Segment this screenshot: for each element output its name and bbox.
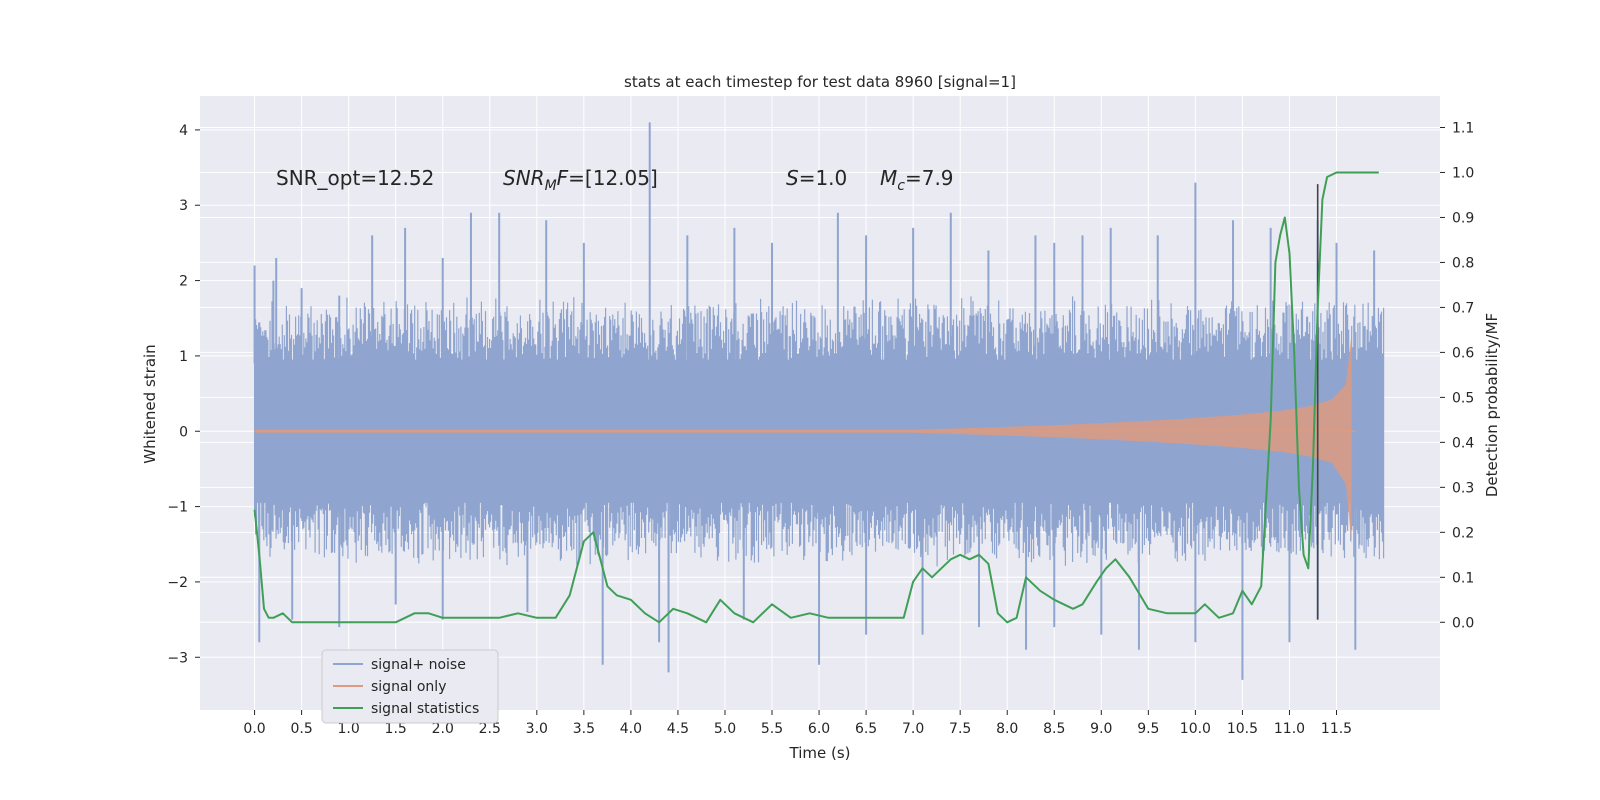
y-left-axis-label: Whitened strain xyxy=(141,344,159,463)
signal-statistics-series xyxy=(253,171,1379,624)
x-tick-label-2: 1.0 xyxy=(338,721,360,737)
x-tick-label-4: 2.0 xyxy=(432,721,454,737)
x-axis-label: Time (s) xyxy=(789,744,851,762)
x-tick-label-23: 11.5 xyxy=(1321,721,1352,737)
x-tick-label-7: 3.5 xyxy=(573,721,595,737)
signal-envelope xyxy=(254,333,1352,545)
x-tick-label-9: 4.5 xyxy=(667,721,689,737)
x-tick-label-19: 9.5 xyxy=(1137,721,1159,737)
legend: signal+ noise signal only signal statist… xyxy=(321,649,499,724)
annotation-snr-mf: SNRMF=[12.05] xyxy=(503,166,658,194)
x-tick-label-16: 8.0 xyxy=(996,721,1018,737)
y-left-axis-ticks: −3 −2 −1 0 1 2 3 4 xyxy=(167,123,200,666)
mc-symbol: M xyxy=(880,166,897,190)
chart-title: stats at each timestep for test data 896… xyxy=(624,73,1016,91)
x-tick-label-6: 3.0 xyxy=(526,721,548,737)
snr-mf-value: =[12.05] xyxy=(568,166,658,190)
x-tick-label-20: 10.0 xyxy=(1180,721,1211,737)
legend-label-signal-statistics: signal statistics xyxy=(371,701,479,717)
y-right-tick-label-8: 0.8 xyxy=(1452,255,1474,271)
y-right-tick-label-7: 0.7 xyxy=(1452,300,1474,316)
y-left-tick-label-5: 2 xyxy=(179,274,188,290)
y-right-tick-label-10: 1.0 xyxy=(1452,165,1474,181)
y-right-tick-label-6: 0.6 xyxy=(1452,345,1474,361)
x-tick-label-11: 5.5 xyxy=(761,721,783,737)
snr-mf-symbol: SNR xyxy=(503,166,545,190)
annotation-s: S=1.0 xyxy=(786,166,847,190)
x-tick-label-3: 1.5 xyxy=(385,721,407,737)
mc-subscript: c xyxy=(897,178,905,194)
y-left-tick-label-4: 1 xyxy=(179,349,188,365)
x-tick-label-12: 6.0 xyxy=(808,721,830,737)
x-tick-label-21: 10.5 xyxy=(1227,721,1258,737)
annotation-mc: Mc=7.9 xyxy=(880,166,954,194)
y-left-tick-label-1: −2 xyxy=(167,575,188,591)
x-tick-label-18: 9.0 xyxy=(1090,721,1112,737)
y-left-tick-label-0: −3 xyxy=(167,650,188,666)
x-axis-ticks: 0.0 0.5 1.0 1.5 2.0 2.5 3.0 3.5 4.0 4.5 5.0 5.5 6.0 6… xyxy=(243,710,1352,737)
s-symbol: S xyxy=(786,166,799,190)
signal-statistics-line xyxy=(253,171,1379,624)
legend-box xyxy=(321,649,499,724)
y-right-axis-ticks: 0.0 0.1 0.2 0.3 0.4 0.5 0.6 0.7 0.8 0.9 1.0 1.1 xyxy=(1440,120,1474,631)
y-right-tick-label-4: 0.4 xyxy=(1452,435,1474,451)
y-right-tick-label-0: 0.0 xyxy=(1452,615,1474,631)
y-left-tick-label-2: −1 xyxy=(167,500,188,516)
x-tick-label-10: 5.0 xyxy=(714,721,736,737)
x-tick-label-22: 11.0 xyxy=(1274,721,1305,737)
y-right-tick-label-1: 0.1 xyxy=(1452,570,1474,586)
y-right-tick-label-11: 1.1 xyxy=(1452,120,1474,136)
snr-mf-subscript: M xyxy=(545,178,557,194)
mc-value: =7.9 xyxy=(905,166,954,190)
y-left-tick-label-3: 0 xyxy=(179,424,188,440)
x-tick-label-0: 0.0 xyxy=(243,721,265,737)
x-tick-label-5: 2.5 xyxy=(479,721,501,737)
signal-only-series xyxy=(254,333,1356,545)
y-right-tick-label-9: 0.9 xyxy=(1452,210,1474,226)
x-tick-label-15: 7.5 xyxy=(949,721,971,737)
legend-label-signal-noise: signal+ noise xyxy=(371,657,466,673)
s-value: =1.0 xyxy=(799,166,848,190)
y-left-tick-label-6: 3 xyxy=(179,198,188,214)
legend-label-signal-only: signal only xyxy=(371,679,446,695)
x-tick-label-13: 6.5 xyxy=(855,721,877,737)
x-tick-label-14: 7.0 xyxy=(902,721,924,737)
y-right-tick-label-3: 0.3 xyxy=(1452,480,1474,496)
y-right-axis-label: Detection probability/MF xyxy=(1483,313,1501,497)
snr-mf-symbol-2: F xyxy=(557,166,569,190)
x-tick-label-8: 4.0 xyxy=(620,721,642,737)
x-tick-label-1: 0.5 xyxy=(290,721,312,737)
x-tick-label-17: 8.5 xyxy=(1043,721,1065,737)
y-right-tick-label-2: 0.2 xyxy=(1452,525,1474,541)
y-left-tick-label-7: 4 xyxy=(179,123,188,139)
annotation-snr-opt: SNR_opt=12.52 xyxy=(276,166,434,190)
y-right-tick-label-5: 0.5 xyxy=(1452,390,1474,406)
